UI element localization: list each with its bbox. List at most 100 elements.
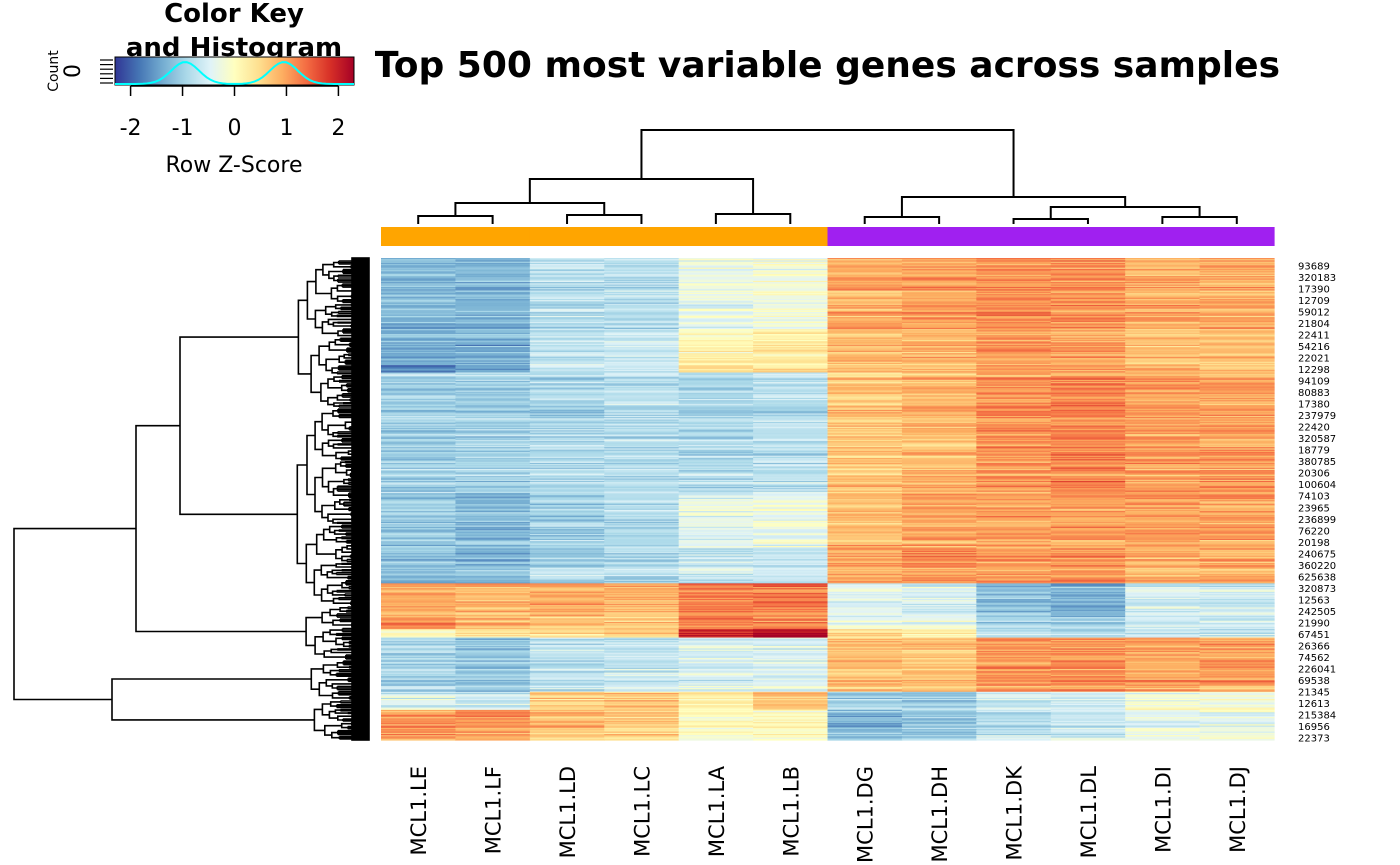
heatmap-cell bbox=[976, 735, 1052, 737]
heatmap-cell bbox=[753, 623, 829, 625]
heatmap-cell bbox=[678, 350, 754, 353]
heatmap-cell bbox=[1125, 658, 1201, 660]
heatmap-cell bbox=[381, 479, 457, 482]
heatmap-cell bbox=[1050, 321, 1126, 324]
heatmap-cell bbox=[753, 590, 829, 593]
heatmap-cell bbox=[604, 554, 680, 557]
heatmap-cell bbox=[1199, 546, 1275, 548]
heatmap-cell bbox=[901, 398, 977, 401]
heatmap-cell bbox=[1125, 343, 1201, 346]
heatmap-cell bbox=[381, 674, 457, 677]
heatmap-cell bbox=[1050, 297, 1126, 300]
heatmap-cell bbox=[1050, 588, 1126, 590]
heatmap-cell bbox=[678, 467, 754, 470]
heatmap-cell bbox=[827, 688, 903, 690]
heatmap-cell bbox=[901, 449, 977, 452]
heatmap-cell bbox=[604, 661, 680, 664]
heatmap-cell bbox=[1199, 536, 1275, 539]
heatmap-cell bbox=[827, 715, 903, 718]
heatmap-cell bbox=[1050, 459, 1126, 462]
heatmap-cell bbox=[753, 435, 829, 437]
heatmap-cell bbox=[827, 303, 903, 306]
heatmap-cell bbox=[1199, 366, 1275, 369]
heatmap-cell bbox=[529, 470, 605, 472]
heatmap-cell bbox=[901, 635, 977, 637]
heatmap-cell bbox=[827, 571, 903, 574]
heatmap-cell bbox=[753, 268, 829, 271]
heatmap-cell bbox=[901, 315, 977, 318]
heatmap-cell bbox=[381, 577, 457, 580]
heatmap-cell bbox=[1050, 267, 1126, 270]
heatmap-cell bbox=[827, 259, 903, 262]
heatmap-cell bbox=[753, 462, 829, 465]
heatmap-cell bbox=[1125, 285, 1201, 288]
heatmap-cell bbox=[455, 682, 531, 684]
heatmap-cell bbox=[455, 632, 531, 635]
heatmap-cell bbox=[604, 703, 680, 706]
heatmap-cell bbox=[827, 611, 903, 613]
heatmap-cell bbox=[901, 562, 977, 565]
heatmap-cell bbox=[455, 592, 531, 595]
heatmap-cell bbox=[381, 453, 457, 456]
heatmap-cell bbox=[1125, 337, 1201, 340]
heatmap-cell bbox=[678, 417, 754, 419]
heatmap-cell bbox=[381, 317, 457, 319]
heatmap-cell bbox=[1050, 324, 1126, 327]
heatmap-cell bbox=[604, 437, 680, 440]
heatmap-cell bbox=[976, 341, 1052, 343]
heatmap-cell bbox=[455, 693, 531, 695]
heatmap-cell bbox=[678, 672, 754, 675]
heatmap-cell bbox=[381, 521, 457, 524]
heatmap-cell bbox=[1050, 532, 1126, 535]
heatmap-cell bbox=[455, 718, 531, 721]
heatmap-cell bbox=[529, 355, 605, 358]
heatmap-cell bbox=[678, 620, 754, 623]
heatmap-cell bbox=[604, 737, 680, 740]
heatmap-cell bbox=[1199, 526, 1275, 529]
heatmap-cell bbox=[976, 268, 1052, 271]
heatmap-cell bbox=[604, 656, 680, 659]
heatmap-cell bbox=[1199, 607, 1275, 610]
heatmap-cell bbox=[604, 441, 680, 443]
heatmap-cell bbox=[1050, 430, 1126, 433]
heatmap-cell bbox=[976, 738, 1052, 741]
heatmap-cell bbox=[827, 337, 903, 340]
heatmap-cell bbox=[1199, 599, 1275, 601]
heatmap-cell bbox=[753, 392, 829, 395]
heatmap-cell bbox=[1199, 426, 1275, 429]
heatmap-cell bbox=[1199, 661, 1275, 664]
heatmap-cell bbox=[381, 336, 457, 339]
heatmap-cell bbox=[1199, 626, 1275, 629]
heatmap-grid bbox=[381, 258, 1275, 741]
heatmap-cell bbox=[381, 565, 457, 568]
heatmap-cell bbox=[381, 323, 457, 325]
heatmap-cell bbox=[1050, 515, 1126, 518]
heatmap-cell bbox=[976, 474, 1052, 477]
heatmap-cell bbox=[901, 648, 977, 651]
heatmap-cell bbox=[976, 588, 1052, 590]
heatmap-cell bbox=[976, 288, 1052, 290]
heatmap-cell bbox=[753, 273, 829, 276]
heatmap-cell bbox=[678, 573, 754, 576]
heatmap-cell bbox=[827, 572, 903, 575]
heatmap-cell bbox=[901, 671, 977, 674]
heatmap-cell bbox=[455, 433, 531, 436]
heatmap-cell bbox=[604, 461, 680, 464]
heatmap-cell bbox=[455, 530, 531, 533]
heatmap-cell bbox=[1050, 398, 1126, 401]
heatmap-cell bbox=[604, 533, 680, 536]
heatmap-cell bbox=[1125, 683, 1201, 686]
heatmap-cell bbox=[455, 467, 531, 470]
heatmap-cell bbox=[827, 351, 903, 354]
heatmap-cell bbox=[753, 342, 829, 345]
heatmap-cell bbox=[1125, 320, 1201, 323]
heatmap-cell bbox=[381, 633, 457, 636]
heatmap-cell bbox=[678, 605, 754, 607]
heatmap-cell bbox=[976, 727, 1052, 730]
heatmap-cell bbox=[455, 659, 531, 662]
heatmap-cell bbox=[529, 699, 605, 701]
heatmap-cell bbox=[753, 494, 829, 496]
heatmap-cell bbox=[381, 515, 457, 518]
heatmap-cell bbox=[381, 283, 457, 286]
heatmap-cell bbox=[1199, 323, 1275, 325]
